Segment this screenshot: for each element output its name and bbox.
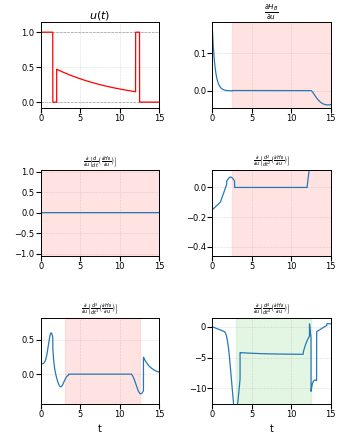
X-axis label: t: t bbox=[98, 424, 102, 434]
Bar bbox=[236, 318, 311, 404]
Title: $\frac{\partial}{\partial u}\left[\frac{d^3}{dt^3}\left(\frac{\partial H_B}{\par: $\frac{\partial}{\partial u}\left[\frac{… bbox=[81, 302, 119, 318]
Title: $\frac{\partial}{\partial u}\left[\frac{d^4}{dt^4}\left(\frac{\partial H_B}{\par: $\frac{\partial}{\partial u}\left[\frac{… bbox=[253, 302, 290, 318]
Bar bbox=[232, 22, 331, 108]
Title: $\frac{\partial H_B}{\partial u}$: $\frac{\partial H_B}{\partial u}$ bbox=[264, 3, 279, 22]
Title: $\frac{\partial}{\partial u}\left[\frac{d^2}{dt^2}\left(\frac{\partial H_B}{\par: $\frac{\partial}{\partial u}\left[\frac{… bbox=[253, 154, 290, 170]
Bar bbox=[64, 318, 139, 404]
Bar bbox=[41, 170, 159, 256]
Title: $\frac{\partial}{\partial u}\left[\frac{d}{dt}\left(\frac{\partial H_B}{\partial: $\frac{\partial}{\partial u}\left[\frac{… bbox=[83, 154, 117, 170]
Title: $u(t)$: $u(t)$ bbox=[89, 9, 111, 22]
X-axis label: t: t bbox=[270, 424, 273, 434]
Bar bbox=[232, 170, 331, 256]
